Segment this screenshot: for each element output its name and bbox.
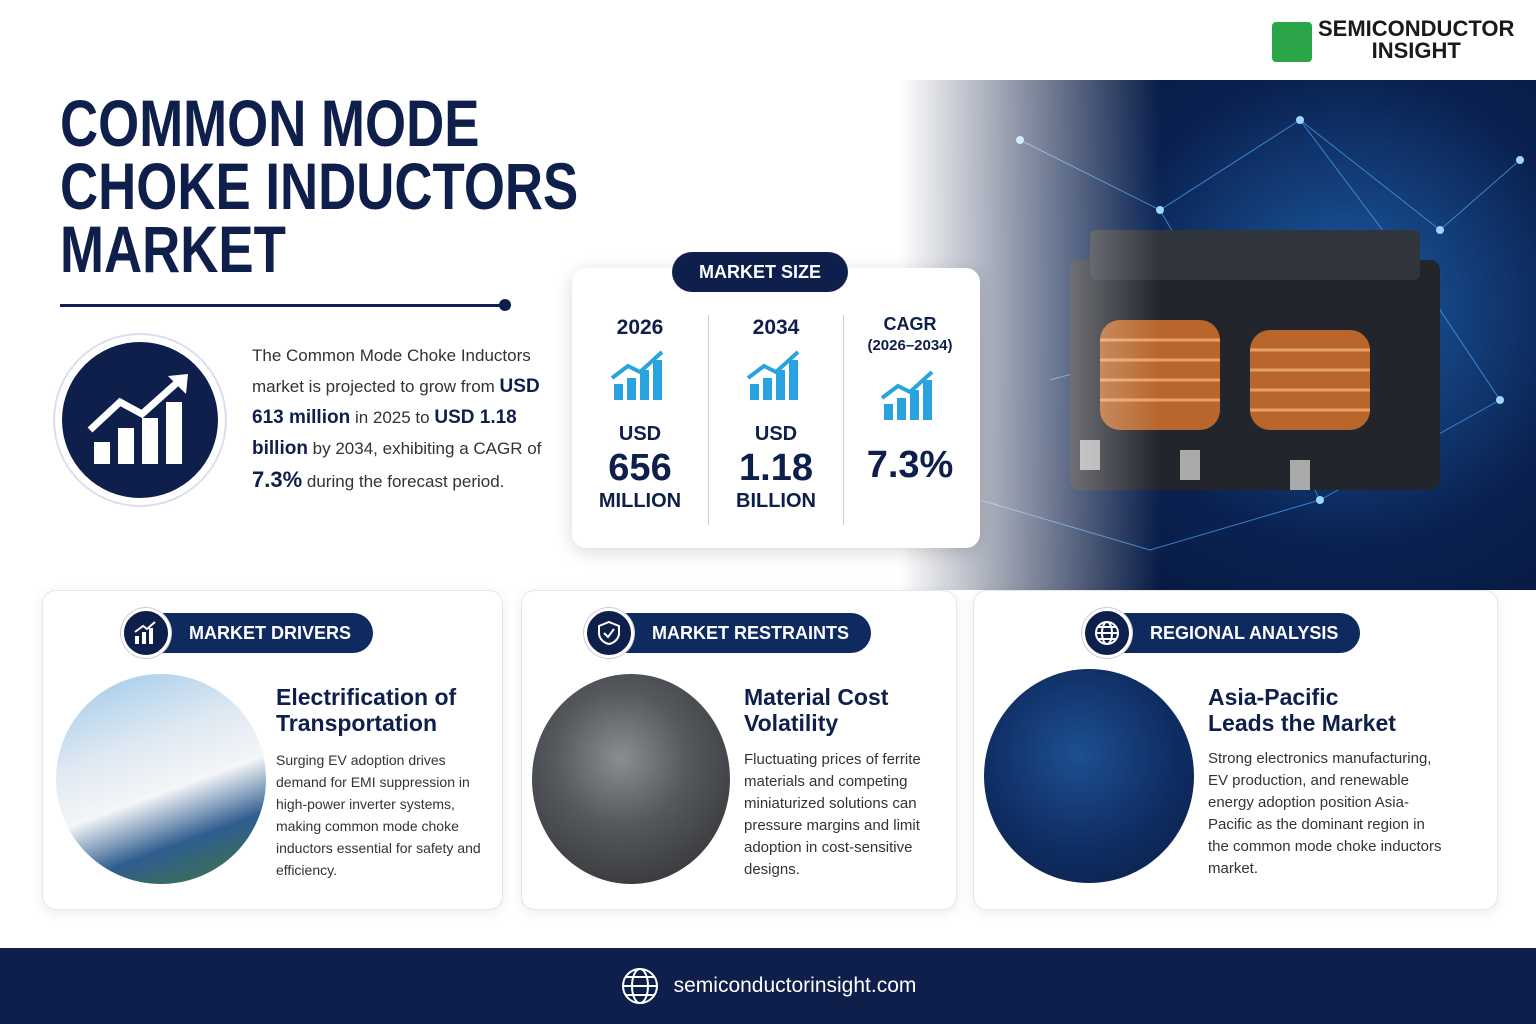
footer-url: semiconductorinsight.com: [673, 974, 917, 997]
growth-icon: [53, 333, 227, 507]
bar-icon: [746, 350, 800, 400]
card-body: Surging EV adoption drives demand for EM…: [276, 752, 481, 878]
year: CAGR: [883, 314, 937, 334]
card-body: Strong electronics manufacturing, EV pro…: [1208, 750, 1442, 877]
card-image: [56, 674, 266, 884]
card-image: [532, 674, 730, 884]
intro-text: in 2025 to: [354, 408, 430, 427]
heading-line: Material Cost: [744, 684, 889, 710]
intro-highlight: 7.3%: [252, 467, 303, 492]
bar-icon: [610, 350, 664, 400]
badge-text: MARKET DRIVERS: [159, 613, 374, 653]
badge-icon: [584, 608, 634, 658]
unit: MILLION: [598, 490, 682, 512]
prefix: USD: [618, 423, 662, 445]
logo-icon: [1272, 22, 1312, 62]
value: 7.3%: [866, 444, 954, 486]
card-heading: Asia-Pacific Leads the Market: [1208, 684, 1396, 736]
title: COMMON MODE CHOKE INDUCTORS MARKET: [60, 86, 579, 286]
prefix: USD: [754, 423, 798, 445]
value: 1.18: [739, 447, 813, 489]
badge-text: MARKET RESTRAINTS: [622, 613, 871, 653]
unit: BILLION: [736, 490, 816, 512]
heading-line: Electrification of: [276, 684, 457, 710]
year: 2034: [752, 316, 800, 339]
period: (2026–2034): [867, 337, 953, 354]
badge-icon: [1082, 608, 1132, 658]
footer: semiconductorinsight.com: [0, 948, 1536, 1024]
logo-line: INSIGHT: [1371, 38, 1461, 63]
intro: The Common Mode Choke Inductors market i…: [252, 340, 552, 497]
badge-icon: [121, 608, 171, 658]
logo-line: SEMICONDUCTOR: [1318, 16, 1515, 41]
title-rule: [60, 304, 505, 307]
heading-line: Leads the Market: [1208, 710, 1396, 736]
hero-image: [900, 80, 1536, 590]
globe-icon: [621, 968, 658, 1004]
rule-dot: [499, 299, 511, 311]
hero-art: [979, 116, 1524, 551]
intro-highlight: USD 613 million: [252, 376, 540, 428]
intro-text: The Common Mode Choke Inductors market i…: [252, 346, 531, 396]
heading-line: Volatility: [744, 710, 839, 736]
title-line: CHOKE INDUCTORS: [60, 149, 579, 223]
bar-icon: [880, 370, 934, 420]
market-size-badge: MARKET SIZE: [672, 252, 848, 292]
intro-highlight: USD 1.18 billion: [252, 407, 517, 459]
heading-line: Transportation: [276, 710, 438, 736]
intro-text: by 2034,: [312, 439, 378, 458]
card-heading: Material Cost Volatility: [744, 684, 888, 736]
heading-line: Asia-Pacific: [1208, 684, 1339, 710]
title-line: MARKET: [60, 212, 286, 286]
card: MARKET DRIVERS Electrification of Transpo…: [42, 590, 503, 910]
intro-text: exhibiting a CAGR of: [382, 439, 542, 458]
card-heading: Electrification of Transportation: [276, 684, 456, 736]
title-line: COMMON MODE: [60, 86, 480, 160]
card-image: [984, 669, 1194, 883]
logo-text: SEMICONDUCTOR INSIGHT: [1318, 18, 1514, 62]
card: REGIONAL ANALYSIS Asia-Pacific Leads the …: [973, 590, 1498, 910]
year: 2026: [616, 316, 664, 339]
value: 656: [608, 447, 672, 489]
divider: [843, 315, 844, 525]
card-body: Fluctuating prices of ferrite materials …: [744, 751, 921, 878]
divider: [708, 315, 709, 525]
intro-text: during the forecast period.: [306, 472, 505, 491]
badge-text: REGIONAL ANALYSIS: [1120, 613, 1361, 653]
market-size-card: 2026 USD 656 MILLION 2034 USD 1.18 BILLI…: [572, 268, 980, 548]
card: MARKET RESTRAINTS Material Cost Volatilit…: [521, 590, 957, 910]
